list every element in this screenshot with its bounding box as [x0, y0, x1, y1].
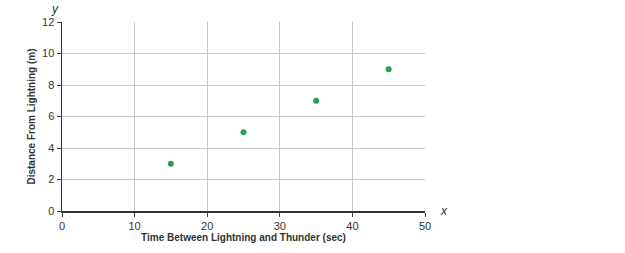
svg-text:0: 0: [48, 205, 54, 217]
svg-text:4: 4: [48, 142, 54, 154]
svg-text:40: 40: [346, 220, 358, 232]
svg-text:50: 50: [419, 220, 431, 232]
svg-text:x: x: [440, 204, 448, 218]
svg-text:Distance From Lightning (m): Distance From Lightning (m): [26, 48, 37, 184]
svg-text:30: 30: [274, 220, 286, 232]
svg-text:20: 20: [201, 220, 213, 232]
svg-text:10: 10: [128, 220, 140, 232]
svg-text:0: 0: [59, 220, 65, 232]
svg-text:y: y: [51, 2, 59, 16]
svg-text:10: 10: [42, 47, 54, 59]
svg-text:2: 2: [48, 173, 54, 185]
svg-text:6: 6: [48, 110, 54, 122]
svg-text:8: 8: [48, 79, 54, 91]
svg-text:12: 12: [42, 16, 54, 28]
svg-text:Time Between Lightning and Thu: Time Between Lightning and Thunder (sec): [141, 232, 346, 243]
